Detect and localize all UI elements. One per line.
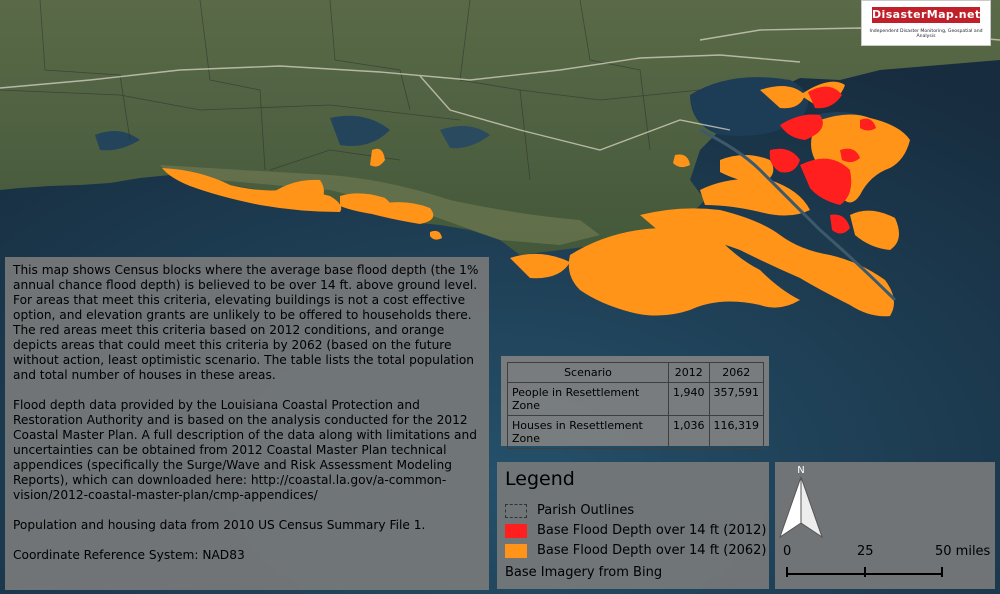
scale-tick-label: 50 miles (935, 544, 991, 559)
description-panel: This map shows Census blocks where the a… (5, 257, 489, 590)
table-header: Scenario (507, 362, 669, 383)
legend-panel: Legend Parish Outlines Base Flood Depth … (497, 462, 769, 589)
north-label: N (797, 465, 804, 476)
description-paragraph: Population and housing data from 2010 US… (13, 518, 426, 532)
table-cell: Houses in Resettlement Zone (507, 415, 669, 449)
logo-text: DisasterMap.net (872, 7, 981, 23)
crs-text: Coordinate Reference System: NAD83 (13, 548, 245, 562)
parish-outline-swatch (505, 503, 527, 518)
north-arrow-icon: N (779, 465, 823, 539)
land-mass (0, 0, 1000, 255)
scale-tick-label: 25 (857, 544, 874, 559)
table-header: 2012 (668, 362, 710, 383)
summary-table-panel: Scenario 2012 2062 People in Resettlemen… (501, 356, 769, 449)
scale-tick-label: 0 (783, 544, 792, 559)
legend-title: Legend (505, 468, 575, 490)
scale-bar (786, 567, 943, 577)
scale-panel: N 0 25 50 miles (775, 462, 995, 589)
table-row: Houses in Resettlement Zone 1,036 116,31… (507, 415, 764, 449)
disastermap-logo[interactable]: DisasterMap.net Independent Disaster Mon… (861, 0, 991, 46)
table-cell: 357,591 (708, 382, 764, 416)
table-cell: 1,036 (668, 415, 710, 449)
table-header: 2062 (708, 362, 764, 383)
legend-label: Base Flood Depth over 14 ft (2062) (537, 543, 767, 558)
description-paragraph: This map shows Census blocks where the a… (13, 263, 479, 382)
description-paragraph: Flood depth data provided by the Louisia… (13, 398, 477, 502)
flood-2062-areas (162, 81, 910, 317)
legend-item-parish-outlines: Parish Outlines (505, 503, 634, 518)
legend-item-flood-2062: Base Flood Depth over 14 ft (2062) (505, 543, 767, 558)
table-row: People in Resettlement Zone 1,940 357,59… (507, 382, 764, 416)
legend-label: Base Flood Depth over 14 ft (2012) (537, 523, 767, 538)
table-cell: 116,319 (708, 415, 764, 449)
table-cell: People in Resettlement Zone (507, 382, 669, 416)
summary-table: Scenario 2012 2062 People in Resettlemen… (507, 362, 764, 449)
table-cell: 1,940 (668, 382, 710, 416)
flood-2062-swatch (505, 543, 527, 558)
legend-label: Parish Outlines (537, 503, 635, 518)
logo-subtitle: Independent Disaster Monitoring, Geospat… (869, 29, 983, 39)
flood-2012-areas (769, 86, 876, 234)
imagery-note-text: Base Imagery from Bing (505, 565, 663, 580)
imagery-note: Base Imagery from Bing (505, 565, 662, 580)
flood-2012-swatch (505, 523, 527, 538)
legend-item-flood-2012: Base Flood Depth over 14 ft (2012) (505, 523, 767, 538)
